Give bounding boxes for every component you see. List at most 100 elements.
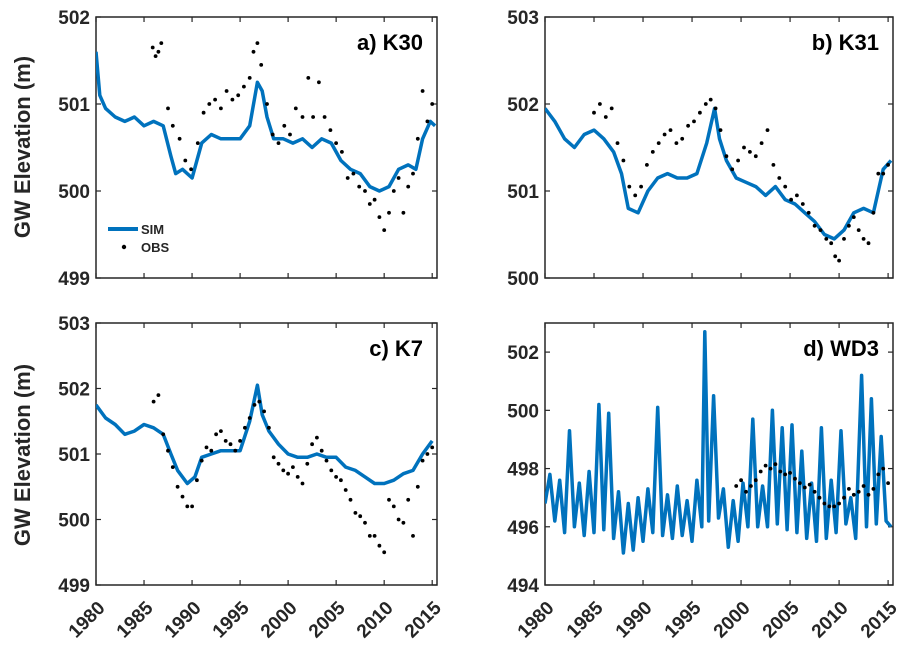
obs-point [800, 202, 805, 206]
obs-point [802, 485, 807, 490]
obs-point [340, 150, 344, 154]
obs-point [703, 102, 708, 106]
obs-point [411, 171, 415, 176]
series-layer [96, 383, 435, 555]
obs-point [806, 210, 811, 215]
xtick-label: 2010 [808, 598, 853, 643]
panel-title: a) K30 [357, 30, 423, 55]
obs-point [247, 76, 252, 80]
obs-point [300, 481, 305, 486]
obs-point [201, 110, 206, 115]
obs-point [876, 472, 881, 477]
obs-point [166, 448, 170, 453]
obs-point [265, 102, 269, 106]
obs-point [876, 171, 881, 176]
obs-point [832, 504, 837, 509]
obs-point [372, 197, 377, 202]
obs-point [420, 89, 425, 93]
obs-point [886, 163, 890, 167]
ytick-label: 503 [58, 314, 90, 335]
obs-point [768, 466, 773, 471]
obs-point [367, 534, 372, 538]
ylabel-top: GW Elevation (m) [10, 56, 35, 238]
obs-point [204, 445, 209, 450]
obs-point [382, 228, 387, 233]
obs-point [415, 136, 420, 141]
obs-point [315, 435, 319, 440]
obs-point [267, 425, 271, 430]
obs-point [288, 132, 292, 137]
xtick-label: 2015 [401, 597, 446, 642]
obs-point [189, 167, 194, 172]
obs-point [161, 432, 166, 437]
obs-point [708, 97, 713, 102]
xtick-label: 2005 [759, 597, 804, 642]
panel-b: 500 501 502 503 b) K31 [507, 8, 894, 290]
xtick-label: 1990 [612, 598, 657, 643]
obs-point [773, 462, 778, 467]
ytick-label: 502 [58, 8, 90, 29]
obs-point [837, 501, 841, 506]
ytick-label: 496 [507, 518, 539, 539]
obs-point [195, 141, 200, 146]
obs-point [425, 452, 430, 456]
ytick-label: 501 [58, 95, 90, 116]
obs-point [348, 497, 353, 502]
obs-point [692, 119, 696, 124]
xtick-label: 1995 [661, 597, 706, 642]
xtick-label: 1990 [161, 598, 206, 643]
obs-point [783, 184, 788, 189]
obs-point [329, 468, 334, 473]
obs-point [753, 478, 758, 483]
obs-point [795, 193, 799, 198]
obs-point [430, 445, 435, 450]
obs-point [425, 119, 430, 124]
obs-point [627, 184, 632, 189]
obs-point [598, 102, 602, 106]
obs-point [592, 110, 596, 115]
obs-point [177, 136, 182, 141]
obs-point [837, 258, 841, 263]
obs-point [183, 158, 188, 163]
panel-title: c) K7 [369, 336, 423, 361]
obs-point [166, 106, 170, 111]
obs-point [430, 102, 435, 106]
obs-point [833, 254, 838, 259]
ytick-label: 494 [507, 576, 539, 597]
obs-point [180, 494, 185, 499]
obs-point [686, 123, 690, 128]
obs-point [420, 458, 425, 463]
obs-point [185, 504, 190, 509]
obs-point [713, 106, 718, 111]
obs-point [650, 150, 655, 154]
obs-point [871, 487, 876, 491]
xtick-label: 1985 [563, 597, 608, 642]
series-layer [545, 97, 893, 263]
obs-point [159, 41, 164, 45]
obs-point [363, 189, 367, 193]
obs-point [763, 463, 768, 468]
obs-point [415, 484, 420, 489]
obs-point [328, 128, 333, 133]
obs-point [209, 448, 214, 453]
obs-point [391, 504, 396, 509]
obs-point [224, 89, 229, 93]
obs-point [401, 520, 406, 525]
obs-point [305, 461, 310, 466]
obs-point [319, 448, 324, 453]
obs-point [358, 514, 363, 519]
legend-obs-marker [121, 244, 127, 250]
ytick-label: 500 [58, 511, 90, 532]
obs-point [742, 145, 746, 150]
obs-point [387, 210, 391, 215]
obs-point [847, 487, 851, 491]
obs-point [396, 517, 401, 522]
obs-point [807, 482, 812, 487]
obs-point [633, 193, 638, 198]
obs-point [812, 489, 817, 494]
series-layer [545, 329, 893, 555]
obs-point [817, 495, 822, 500]
obs-point [753, 154, 758, 159]
obs-point [270, 132, 275, 137]
